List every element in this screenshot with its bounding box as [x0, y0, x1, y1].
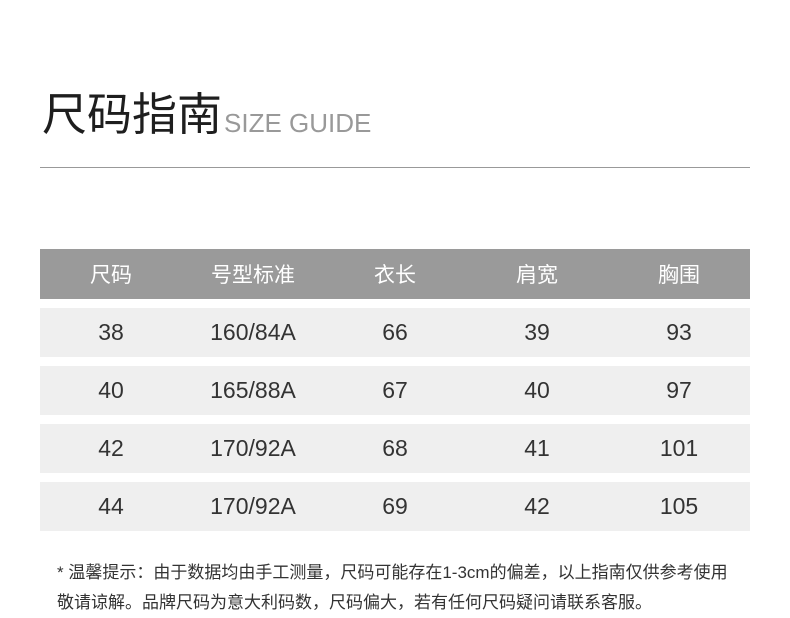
cell-size: 42 — [98, 435, 124, 461]
size-table: 尺码 号型标准 衣长 肩宽 胸围 38 160/84A 66 39 93 40 … — [40, 249, 750, 540]
size-note: * 温馨提示：由于数据均由手工测量，尺码可能存在1-3cm的偏差，以上指南仅供参… — [57, 558, 757, 618]
cell-length: 66 — [382, 319, 408, 345]
header-standard: 号型标准 — [211, 264, 295, 287]
title-chinese: 尺码指南 — [42, 89, 223, 140]
note-line-2: 敬请谅解。品牌尺码为意大利码数，尺码偏大，若有任何尺码疑问请联系客服。 — [57, 593, 652, 612]
cell-standard: 170/92A — [210, 493, 296, 519]
title-english: SIZE GUIDE — [224, 108, 372, 138]
cell-shoulder: 40 — [524, 377, 550, 403]
header-size: 尺码 — [90, 264, 132, 287]
cell-chest: 105 — [659, 493, 699, 519]
table-row: 42 170/92A 68 41 101 — [40, 424, 750, 473]
cell-shoulder: 41 — [524, 435, 550, 461]
cell-standard: 170/92A — [210, 435, 296, 461]
cell-chest: 97 — [666, 377, 692, 403]
cell-chest: 93 — [666, 319, 692, 345]
table-row: 44 170/92A 69 42 105 — [40, 482, 750, 531]
header-shoulder: 肩宽 — [516, 264, 558, 287]
header-chest: 胸围 — [658, 264, 700, 287]
divider — [40, 167, 750, 168]
cell-standard: 160/84A — [210, 319, 296, 345]
cell-standard: 165/88A — [210, 377, 296, 403]
cell-chest: 101 — [659, 435, 699, 461]
cell-length: 69 — [382, 493, 408, 519]
cell-length: 67 — [382, 377, 408, 403]
table-header-row: 尺码 号型标准 衣长 肩宽 胸围 — [40, 249, 750, 299]
table-row: 40 165/88A 67 40 97 — [40, 366, 750, 415]
cell-shoulder: 42 — [524, 493, 550, 519]
cell-size: 38 — [98, 319, 124, 345]
page-title: 尺码指南 SIZE GUIDE — [42, 90, 371, 140]
header-length: 衣长 — [374, 264, 416, 287]
table-row: 38 160/84A 66 39 93 — [40, 308, 750, 357]
cell-size: 44 — [98, 493, 124, 519]
cell-length: 68 — [382, 435, 408, 461]
note-line-1: * 温馨提示：由于数据均由手工测量，尺码可能存在1-3cm的偏差，以上指南仅供参… — [57, 563, 728, 582]
cell-shoulder: 39 — [524, 319, 550, 345]
cell-size: 40 — [98, 377, 124, 403]
